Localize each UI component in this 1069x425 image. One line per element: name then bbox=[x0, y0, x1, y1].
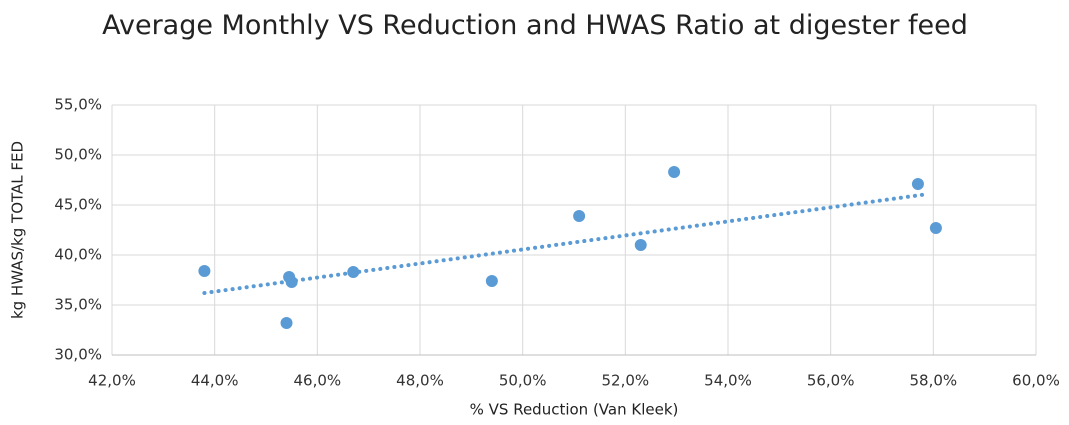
point bbox=[485, 275, 498, 287]
x-tick-label: 54,0% bbox=[704, 372, 752, 390]
y-tick-label: 40,0% bbox=[54, 246, 102, 264]
y-tick-label: 45,0% bbox=[54, 196, 102, 214]
x-tick-label: 52,0% bbox=[602, 372, 650, 390]
y-tick-label: 35,0% bbox=[54, 296, 102, 314]
x-tick-label: 56,0% bbox=[807, 372, 855, 390]
y-tick-label: 30,0% bbox=[54, 346, 102, 364]
y-tick-label: 55,0% bbox=[54, 96, 102, 114]
x-tick-label: 44,0% bbox=[191, 372, 239, 390]
x-tick-label: 42,0% bbox=[88, 372, 136, 390]
point bbox=[347, 266, 360, 278]
point bbox=[911, 178, 924, 190]
x-tick-label: 48,0% bbox=[396, 372, 444, 390]
point bbox=[668, 166, 681, 178]
point bbox=[573, 210, 586, 222]
point bbox=[285, 276, 298, 288]
point bbox=[929, 222, 942, 234]
y-axis-title: kg HWAS/kg TOTAL FED bbox=[9, 141, 27, 319]
point bbox=[198, 265, 211, 277]
x-tick-label: 46,0% bbox=[294, 372, 342, 390]
x-tick-label: 50,0% bbox=[499, 372, 547, 390]
trendline bbox=[202, 192, 931, 295]
point bbox=[634, 239, 647, 251]
x-tick-label: 58,0% bbox=[910, 372, 958, 390]
x-axis-title: % VS Reduction (Van Kleek) bbox=[470, 401, 679, 419]
y-tick-label: 50,0% bbox=[54, 146, 102, 164]
x-tick-label: 60,0% bbox=[1012, 372, 1060, 390]
chart-title: Average Monthly VS Reduction and HWAS Ra… bbox=[102, 10, 968, 41]
point bbox=[280, 317, 293, 329]
